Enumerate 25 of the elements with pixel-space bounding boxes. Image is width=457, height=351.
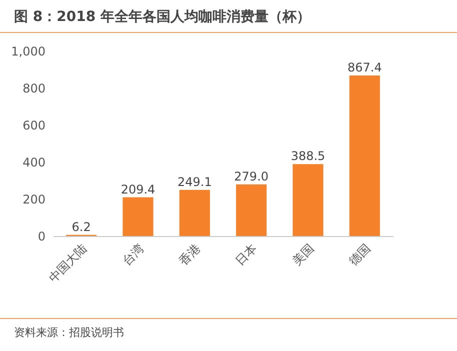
data-label: 209.4 [120, 182, 156, 196]
bar [292, 164, 324, 236]
x-tick-label: 台湾 [120, 241, 146, 268]
x-tick-label: 日本 [232, 241, 260, 268]
y-tick-label: 0 [38, 230, 46, 244]
y-tick-label: 1,000 [11, 44, 46, 58]
y-tick-label: 200 [22, 192, 46, 206]
y-tick-label: 400 [22, 156, 46, 170]
bar [179, 190, 210, 236]
y-tick-label: 800 [22, 82, 46, 96]
data-label: 388.5 [290, 149, 326, 164]
x-tick-label: 香港 [176, 241, 204, 268]
data-label: 867.4 [347, 60, 382, 75]
data-label: 249.1 [177, 174, 212, 189]
chart-title: 图 8：2018 年全年各国人均咖啡消费量（杯） [0, 0, 457, 33]
bar [349, 76, 380, 236]
y-tick-label: 600 [22, 118, 46, 132]
x-tick-label: 中国大陆 [46, 241, 90, 285]
text: 资料来源：招股说明书 [0, 318, 457, 346]
x-tick-label: 德国 [346, 241, 374, 268]
bar [236, 184, 267, 236]
data-label: 279.0 [234, 169, 269, 184]
bar [122, 197, 154, 236]
x-tick-label: 美国 [290, 241, 316, 268]
data-label: 6.2 [72, 220, 91, 234]
